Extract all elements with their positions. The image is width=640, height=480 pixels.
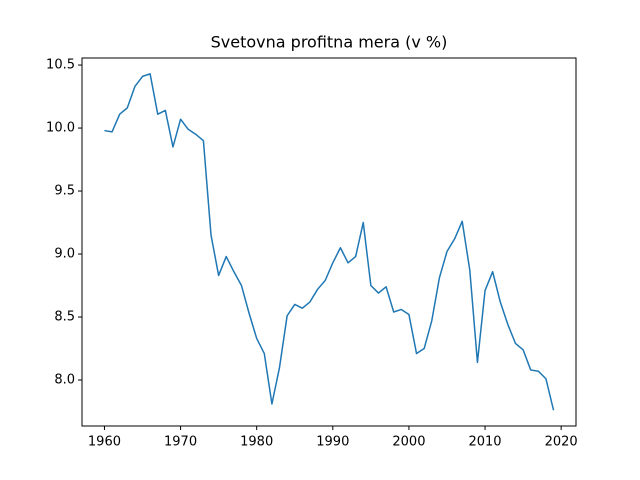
- plot-frame: [81, 57, 577, 427]
- y-tick-label: 9.5: [54, 184, 75, 199]
- y-tick-label: 8.0: [54, 373, 75, 388]
- y-tick-label: 10.0: [46, 121, 75, 136]
- y-tick-label: 8.5: [54, 310, 75, 325]
- chart-title: Svetovna profitna mera (v %): [211, 33, 448, 52]
- x-tick-label: 2010: [468, 435, 501, 450]
- data-line: [104, 73, 555, 411]
- x-tick-label: 2020: [545, 435, 578, 450]
- x-tick-label: 1960: [88, 435, 121, 450]
- x-tick-label: 1990: [316, 435, 349, 450]
- x-tick-label: 2000: [392, 435, 425, 450]
- x-tick-label: 1980: [240, 435, 273, 450]
- y-tick-label: 10.5: [46, 58, 75, 73]
- x-tick-label: 1970: [164, 435, 197, 450]
- y-tick-label: 9.0: [54, 247, 75, 262]
